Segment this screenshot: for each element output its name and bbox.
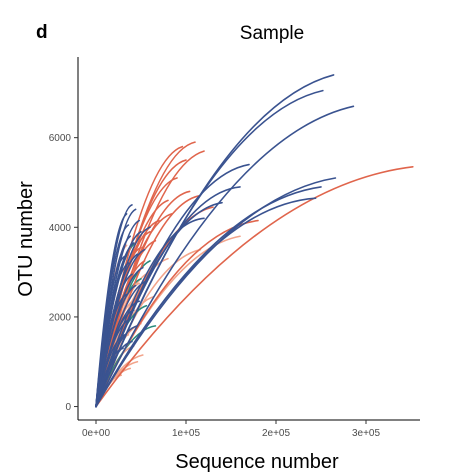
series-curve-33 — [95, 280, 148, 408]
series-curve-32 — [95, 226, 151, 408]
y-tick-label: 0 — [65, 402, 71, 413]
y-tick-label: 4000 — [49, 223, 72, 234]
x-tick-label: 3e+05 — [352, 428, 381, 439]
x-tick-label: 1e+05 — [172, 428, 201, 439]
x-axis-ticks: 0e+00 1e+05 2e+05 3e+05 — [82, 420, 381, 439]
x-tick-label: 0e+00 — [82, 428, 111, 439]
panel-letter: d — [36, 22, 48, 43]
series-curve-3 — [95, 105, 355, 408]
y-axis-title: OTU number — [15, 181, 37, 297]
y-axis-ticks: 0 2000 4000 6000 — [49, 133, 78, 413]
series-curve-5 — [95, 197, 317, 408]
x-tick-label: 2e+05 — [262, 428, 291, 439]
x-axis-title: Sequence number — [175, 451, 339, 473]
curve-layer — [95, 74, 414, 408]
series-curve-36 — [95, 165, 414, 408]
y-tick-label: 2000 — [49, 312, 72, 323]
y-tick-label: 6000 — [49, 133, 72, 144]
series-curve-35 — [95, 255, 126, 408]
series-curve-6 — [95, 186, 322, 408]
chart-title: Sample — [240, 23, 304, 44]
